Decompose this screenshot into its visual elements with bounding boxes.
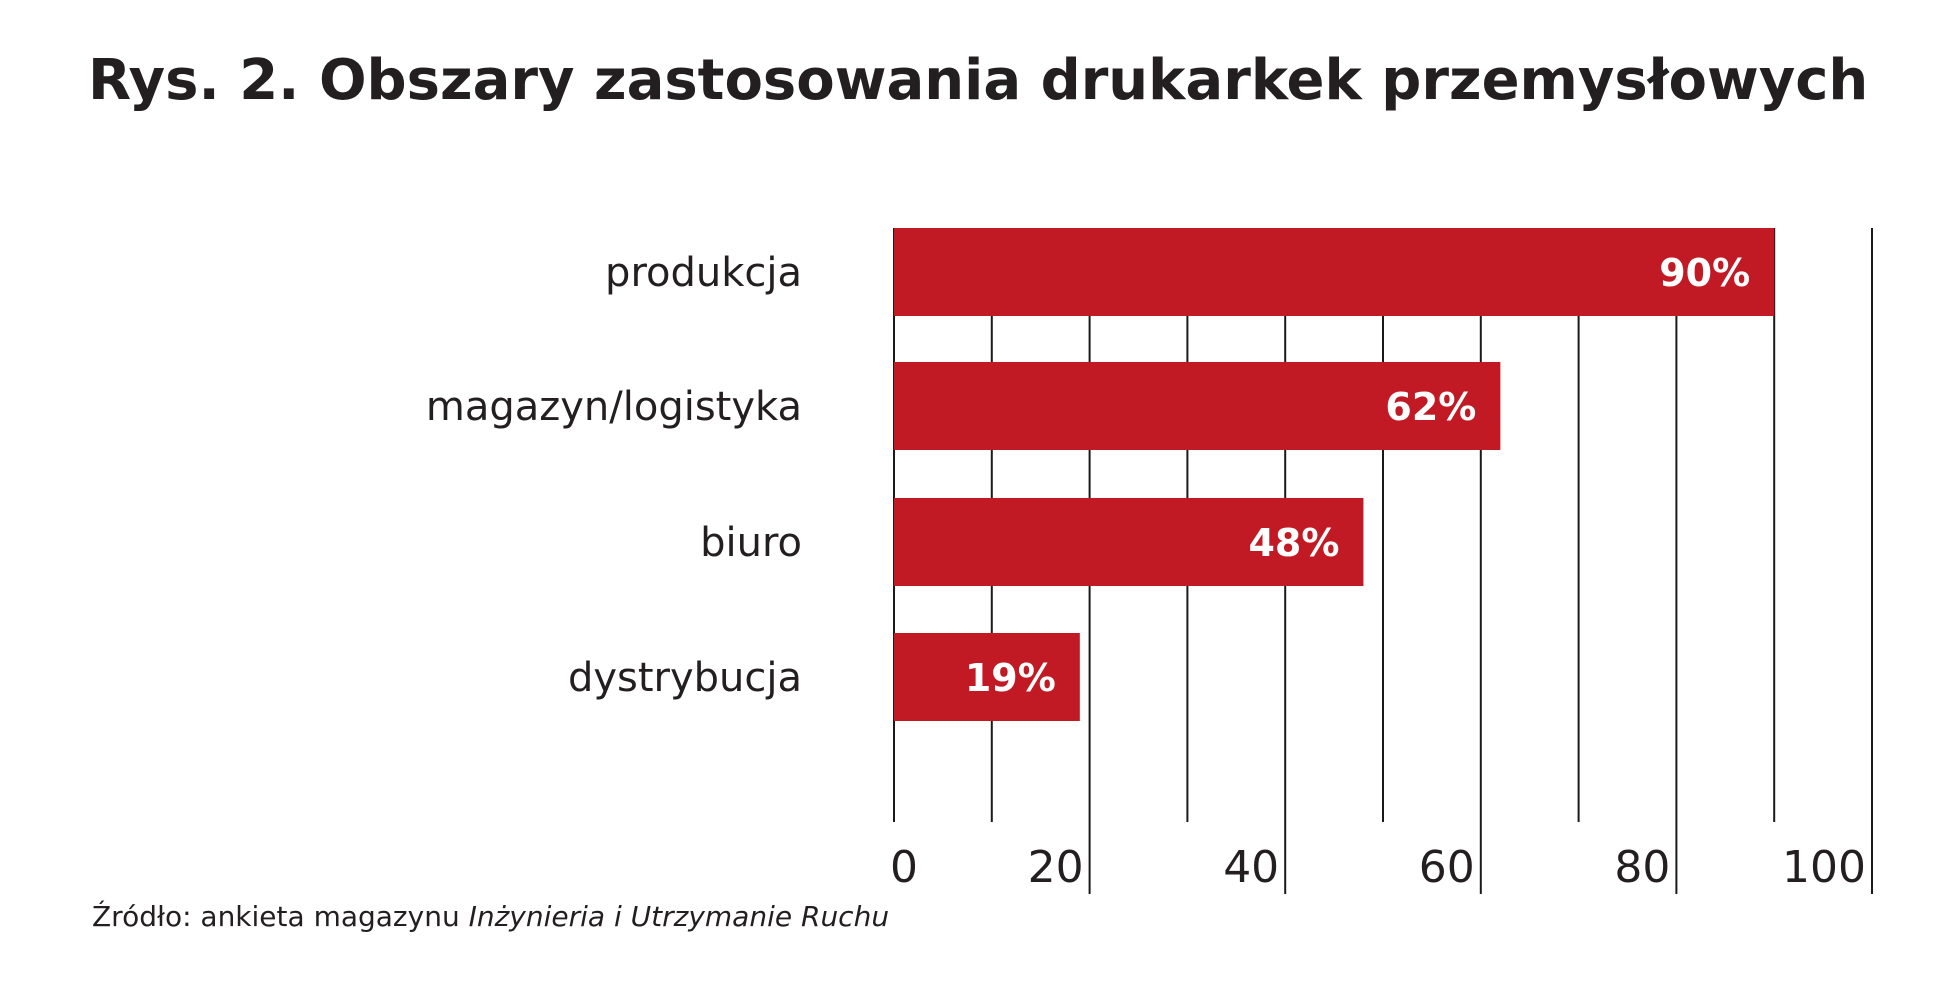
bar-value-label: 90% — [1659, 251, 1750, 295]
x-axis-ticks: 0 20 40 60 80 100 — [890, 842, 1866, 893]
bar-produkcja — [894, 228, 1775, 316]
bar-magazyn-logistyka — [894, 362, 1501, 450]
category-label: produkcja — [605, 250, 802, 296]
category-label: magazyn/logistyka — [426, 384, 802, 430]
source-note: Źródło: ankieta magazynu Inżynieria i Ut… — [92, 900, 889, 933]
bar-value-label: 19% — [965, 656, 1056, 700]
category-label: dystrybucja — [568, 655, 802, 701]
category-labels: produkcja magazyn/logistyka biuro dystrybuc… — [426, 250, 802, 701]
bar-value-label: 48% — [1248, 521, 1339, 565]
category-label: biuro — [700, 520, 802, 566]
chart-title: Rys. 2. Obszary zastosowania drukarkek p… — [88, 48, 1869, 113]
x-tick-label: 80 — [1614, 842, 1670, 893]
bar-biuro — [894, 498, 1364, 586]
bar-dystrybucja — [894, 633, 1080, 721]
bar-value-label: 62% — [1385, 385, 1476, 429]
x-tick-label: 0 — [890, 842, 918, 893]
source-publication: Inżynieria i Utrzymanie Ruchu — [468, 900, 890, 933]
x-tick-label: 20 — [1028, 842, 1084, 893]
bars: 90% 62% 48% 19% — [894, 228, 1775, 721]
x-tick-label: 60 — [1419, 842, 1475, 893]
x-tick-label: 40 — [1223, 842, 1279, 893]
source-prefix: Źródło: ankieta magazynu — [92, 900, 469, 933]
x-tick-label: 100 — [1782, 842, 1866, 893]
